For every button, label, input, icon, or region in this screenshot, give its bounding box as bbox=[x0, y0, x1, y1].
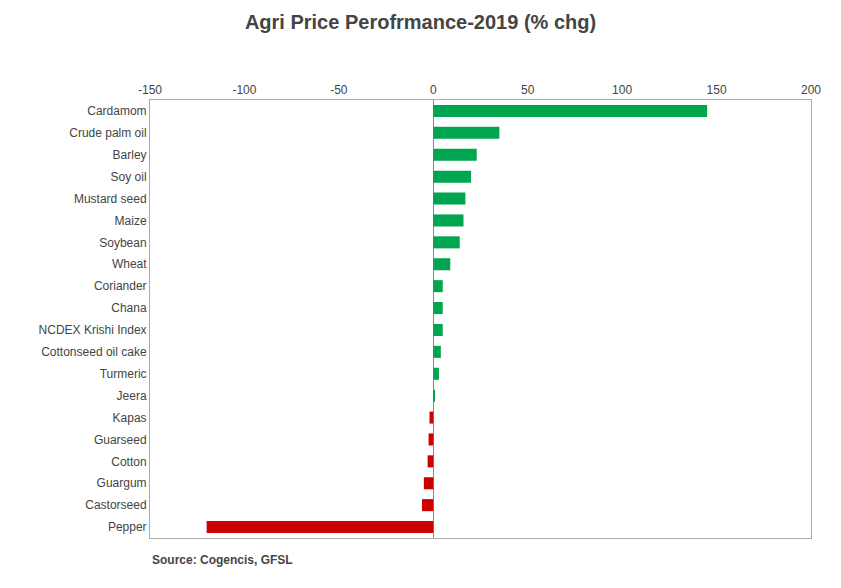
svg-text:NCDEX Krishi Index: NCDEX Krishi Index bbox=[39, 323, 147, 337]
svg-text:Soybean: Soybean bbox=[99, 236, 146, 250]
svg-text:Cottonseed oil cake: Cottonseed oil cake bbox=[41, 345, 147, 359]
svg-text:Chana: Chana bbox=[111, 301, 147, 315]
svg-text:Cotton: Cotton bbox=[111, 455, 146, 469]
svg-text:Maize: Maize bbox=[115, 214, 147, 228]
svg-text:Barley: Barley bbox=[113, 148, 147, 162]
svg-text:Kapas: Kapas bbox=[113, 411, 147, 425]
svg-text:-150: -150 bbox=[138, 83, 162, 97]
svg-text:-50: -50 bbox=[330, 83, 348, 97]
svg-text:Turmeric: Turmeric bbox=[100, 367, 147, 381]
svg-text:50: 50 bbox=[521, 83, 535, 97]
svg-text:Guarseed: Guarseed bbox=[94, 433, 147, 447]
svg-text:Pepper: Pepper bbox=[108, 520, 147, 534]
svg-text:Crude palm oil: Crude palm oil bbox=[69, 126, 146, 140]
svg-text:100: 100 bbox=[612, 83, 632, 97]
svg-text:Jeera: Jeera bbox=[117, 389, 147, 403]
svg-text:Coriander: Coriander bbox=[94, 279, 147, 293]
svg-text:150: 150 bbox=[707, 83, 727, 97]
svg-text:Soy oil: Soy oil bbox=[111, 170, 147, 184]
svg-text:0: 0 bbox=[430, 83, 437, 97]
svg-text:200: 200 bbox=[801, 83, 821, 97]
svg-text:Wheat: Wheat bbox=[112, 257, 147, 271]
svg-text:Agri Price Perofrmance-2019 (%: Agri Price Perofrmance-2019 (% chg) bbox=[245, 11, 596, 33]
svg-text:Castorseed: Castorseed bbox=[85, 498, 146, 512]
svg-text:Cardamom: Cardamom bbox=[87, 104, 146, 118]
svg-text:-100: -100 bbox=[232, 83, 256, 97]
svg-text:Source: Cogencis, GFSL: Source: Cogencis, GFSL bbox=[152, 553, 293, 567]
svg-text:Guargum: Guargum bbox=[97, 476, 147, 490]
svg-text:Mustard seed: Mustard seed bbox=[74, 192, 147, 206]
